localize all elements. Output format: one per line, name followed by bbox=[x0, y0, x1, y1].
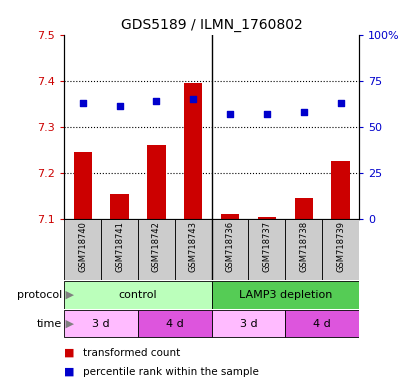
Text: GSM718741: GSM718741 bbox=[115, 221, 124, 272]
Text: 3 d: 3 d bbox=[240, 318, 257, 329]
Text: GSM718737: GSM718737 bbox=[262, 221, 271, 273]
Text: protocol: protocol bbox=[17, 290, 62, 300]
Text: transformed count: transformed count bbox=[83, 348, 180, 358]
Text: GSM718736: GSM718736 bbox=[226, 221, 234, 273]
Text: GSM718743: GSM718743 bbox=[189, 221, 198, 272]
Text: ▶: ▶ bbox=[62, 290, 74, 300]
Point bbox=[190, 96, 197, 102]
Text: LAMP3 depletion: LAMP3 depletion bbox=[239, 290, 332, 300]
Bar bbox=[147, 145, 166, 219]
Bar bbox=[64, 219, 101, 280]
Bar bbox=[73, 152, 92, 219]
Text: percentile rank within the sample: percentile rank within the sample bbox=[83, 367, 259, 377]
Bar bbox=[64, 281, 212, 309]
Bar bbox=[331, 161, 350, 219]
Text: 3 d: 3 d bbox=[93, 318, 110, 329]
Bar bbox=[138, 310, 212, 338]
Point bbox=[79, 100, 86, 106]
Bar bbox=[286, 219, 322, 280]
Text: ■: ■ bbox=[64, 348, 78, 358]
Text: 4 d: 4 d bbox=[313, 318, 331, 329]
Point bbox=[337, 100, 344, 106]
Text: control: control bbox=[119, 290, 157, 300]
Bar bbox=[249, 219, 286, 280]
Bar bbox=[184, 83, 203, 219]
Bar bbox=[110, 194, 129, 219]
Text: 4 d: 4 d bbox=[166, 318, 184, 329]
Point bbox=[264, 111, 270, 117]
Bar bbox=[295, 198, 313, 219]
Bar bbox=[212, 219, 249, 280]
Point bbox=[300, 109, 307, 115]
Text: GSM718740: GSM718740 bbox=[78, 221, 87, 272]
Point bbox=[227, 111, 233, 117]
Bar bbox=[322, 219, 359, 280]
Text: ■: ■ bbox=[64, 367, 78, 377]
Text: GSM718738: GSM718738 bbox=[299, 221, 308, 273]
Bar bbox=[138, 219, 175, 280]
Text: time: time bbox=[37, 318, 62, 329]
Bar bbox=[175, 219, 212, 280]
Bar bbox=[212, 281, 359, 309]
Bar bbox=[286, 310, 359, 338]
Bar bbox=[64, 310, 138, 338]
Text: GSM718742: GSM718742 bbox=[152, 221, 161, 272]
Bar bbox=[258, 217, 276, 219]
Bar bbox=[212, 310, 286, 338]
Bar bbox=[101, 219, 138, 280]
Text: ▶: ▶ bbox=[62, 318, 74, 329]
Point bbox=[153, 98, 160, 104]
Bar bbox=[221, 214, 239, 219]
Text: GSM718739: GSM718739 bbox=[336, 221, 345, 272]
Title: GDS5189 / ILMN_1760802: GDS5189 / ILMN_1760802 bbox=[121, 18, 303, 32]
Point bbox=[116, 103, 123, 109]
